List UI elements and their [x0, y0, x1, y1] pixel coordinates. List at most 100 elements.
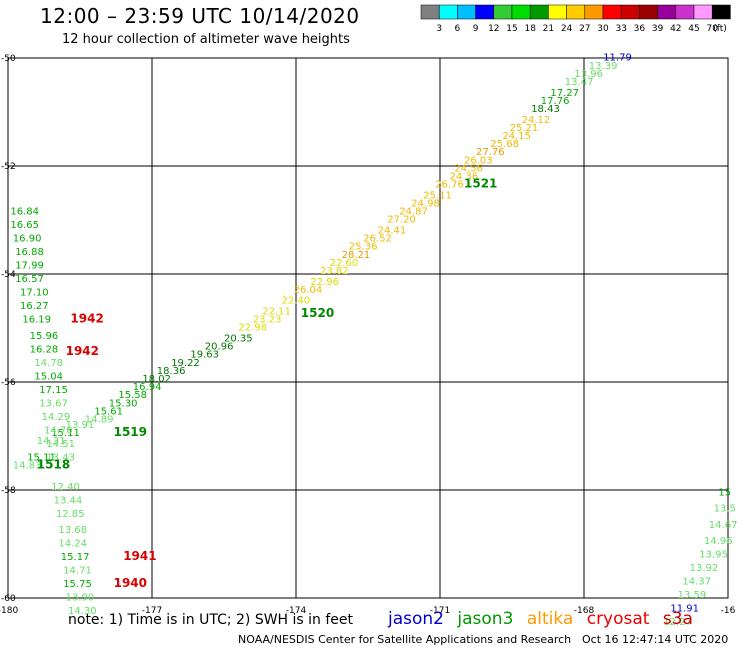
wave-height-point: 14.24: [58, 539, 87, 550]
wave-height-point: 14.37: [682, 577, 711, 588]
wave-height-point: 14.67: [709, 520, 738, 531]
wave-height-point: 11.91: [670, 604, 699, 615]
wave-height-point: 15.11: [27, 452, 56, 463]
legend-label: 33: [615, 24, 626, 34]
lat-tick-label: -54: [1, 270, 16, 280]
wave-height-point: 16.84: [10, 207, 39, 218]
legend-label: 3: [436, 24, 442, 34]
lat-tick-label: -56: [1, 378, 16, 388]
lat-tick-label: -52: [1, 162, 16, 172]
wave-height-point: 13.5: [714, 504, 736, 515]
mission-altika: altika: [526, 609, 574, 629]
wave-height-point: 25.11: [423, 190, 452, 201]
wave-height-point: 14.71: [63, 566, 92, 577]
mission-cryosat: cryosat: [586, 609, 650, 629]
wave-height-point: 17.76: [541, 96, 570, 107]
wave-height-point: 27.76: [476, 147, 505, 158]
wave-height-point: 26.03: [464, 155, 493, 166]
wave-height-point: 14.96: [704, 536, 733, 547]
wave-height-point: 19.63: [190, 350, 219, 361]
mission-jason2: jason2: [388, 609, 444, 629]
wave-height-point: 16.19: [22, 315, 51, 326]
wave-height-point: 24.56: [454, 163, 483, 174]
wave-height-point: 22.60: [330, 258, 359, 269]
wave-height-point: 18.36: [157, 366, 186, 377]
legend-label: 18: [524, 24, 536, 34]
wave-height-point: 15.61: [94, 406, 123, 417]
wave-height-point: 24.87: [399, 207, 428, 218]
wave-height-point: 13.68: [58, 525, 87, 536]
credit-text: NOAA/NESDIS Center for Satellite Applica…: [238, 633, 572, 646]
wave-height-point: 16.27: [20, 301, 49, 312]
wave-height-point: 24.15: [502, 131, 531, 142]
wave-height-point: 26.76: [435, 180, 464, 191]
wave-height-point: 24.98: [411, 199, 440, 210]
wave-height-point: 13.92: [690, 563, 719, 574]
wave-height-point: 22.11: [262, 307, 291, 318]
credit-timestamp: Oct 16 12:47:14 UTC 2020: [582, 633, 729, 646]
legend-label: 36: [634, 24, 646, 34]
footer-note: note: 1) Time is in UTC; 2) SWH is in fe…: [68, 612, 354, 628]
wave-height-point: 13.39: [589, 61, 618, 72]
wave-height-point: 20.96: [205, 342, 234, 353]
wave-height-point: 11.79: [603, 53, 632, 64]
legend-label: 6: [455, 24, 461, 34]
legend-label: 27: [579, 24, 590, 34]
wave-height-point: 15.30: [109, 398, 138, 409]
legend-label: 30: [597, 24, 609, 34]
wave-height-point: 23.82: [320, 266, 349, 277]
wave-height-point: 26.52: [363, 234, 392, 245]
wave-height-point: 16.90: [13, 234, 42, 245]
wave-height-point: 13.91: [66, 420, 95, 431]
wave-height-point: 24.36: [450, 172, 479, 183]
wave-height-point: 25.68: [490, 139, 519, 150]
wave-height-point: 19.22: [171, 358, 200, 369]
legend-label: 12: [488, 24, 499, 34]
wave-height-point: 20.35: [224, 334, 253, 345]
wave-height-point: 18.43: [531, 104, 560, 115]
wave-height-point: 26.04: [294, 285, 323, 296]
map-frame: [7, 57, 729, 599]
pass-time-label: 1940: [114, 576, 147, 590]
wave-height-point: 13.43: [46, 452, 75, 463]
wave-height-point: 13.67: [39, 398, 68, 409]
wave-height-point: 16.57: [15, 274, 44, 285]
wave-height-point: 15.04: [34, 371, 63, 382]
legend-label: 9: [473, 24, 479, 34]
pass-time-label: 1521: [464, 177, 497, 191]
legend-label: 15: [506, 24, 517, 34]
wave-height-point: 17.10: [20, 288, 49, 299]
wave-height-point: 12.27: [663, 617, 692, 628]
wave-height-point: 16.88: [15, 247, 44, 258]
wave-height-point: 14.51: [46, 439, 75, 450]
pass-time-label: 1519: [114, 425, 147, 439]
legend-label: 45: [688, 24, 699, 34]
lat-tick-label: -60: [1, 594, 16, 604]
wave-height-point: 13.59: [678, 590, 707, 601]
wave-height-point: 16.28: [30, 344, 59, 355]
wave-height-point: 13.90: [66, 593, 95, 604]
mission-jason3: jason3: [457, 609, 514, 629]
wave-height-point: 22.96: [310, 277, 339, 288]
wave-height-point: 15: [718, 487, 731, 498]
legend-swatch: [711, 4, 731, 20]
wave-height-point: 14.30: [68, 606, 97, 617]
wave-height-point: 25.21: [510, 123, 539, 134]
pass-time-label: 1520: [301, 306, 334, 320]
wave-height-point: 14.89: [85, 415, 114, 426]
wave-height-point: 14.31: [37, 436, 66, 447]
wave-height-point: 16.94: [133, 382, 162, 393]
wave-height-point: 17.15: [39, 385, 68, 396]
wave-height-point: 24.41: [378, 226, 407, 237]
lon-tick-label: -180: [0, 606, 18, 616]
wave-height-point: 15.17: [61, 552, 90, 563]
wave-height-point: 13.95: [699, 550, 728, 561]
wave-height-point: 14.78: [34, 358, 63, 369]
wave-height-point: 15.96: [30, 331, 59, 342]
wave-height-point: 18.02: [142, 374, 171, 385]
wave-height-point: 23.23: [253, 315, 282, 326]
legend-label: 24: [561, 24, 573, 34]
lon-tick-label: -16: [721, 606, 736, 616]
wave-height-point: 15.58: [118, 390, 147, 401]
legend-label: 39: [652, 24, 664, 34]
